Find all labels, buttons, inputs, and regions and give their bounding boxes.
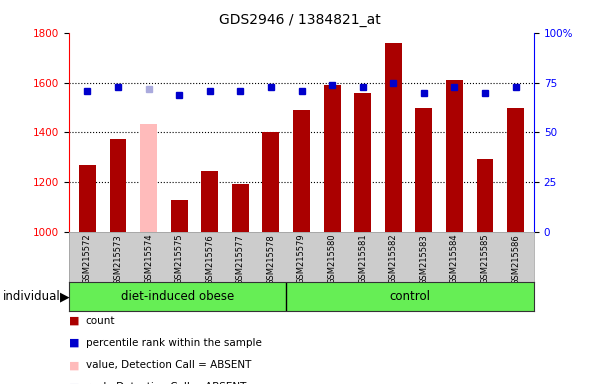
Bar — [171, 200, 188, 232]
Text: GSM215574: GSM215574 — [144, 234, 153, 285]
Bar — [293, 110, 310, 232]
Text: GSM215584: GSM215584 — [450, 234, 459, 285]
Text: GSM215578: GSM215578 — [266, 234, 275, 285]
Text: ▶: ▶ — [60, 290, 70, 303]
Text: count: count — [86, 316, 115, 326]
Text: ■: ■ — [69, 382, 79, 384]
Text: GSM215585: GSM215585 — [481, 234, 490, 285]
Bar — [79, 165, 96, 232]
Text: GSM215579: GSM215579 — [297, 234, 306, 285]
Text: GSM215576: GSM215576 — [205, 234, 214, 285]
Text: GSM215575: GSM215575 — [175, 234, 184, 285]
Text: GSM215582: GSM215582 — [389, 234, 398, 285]
Text: GDS2946 / 1384821_at: GDS2946 / 1384821_at — [219, 13, 381, 27]
Bar — [476, 159, 493, 232]
Bar — [354, 93, 371, 232]
Text: diet-induced obese: diet-induced obese — [121, 290, 234, 303]
Text: ■: ■ — [69, 316, 79, 326]
Text: individual: individual — [3, 290, 61, 303]
Text: rank, Detection Call = ABSENT: rank, Detection Call = ABSENT — [86, 382, 246, 384]
Text: GSM215586: GSM215586 — [511, 234, 520, 285]
Text: GSM215583: GSM215583 — [419, 234, 428, 285]
Text: GSM215580: GSM215580 — [328, 234, 337, 285]
Text: value, Detection Call = ABSENT: value, Detection Call = ABSENT — [86, 360, 251, 370]
Bar — [202, 171, 218, 232]
Text: GSM215581: GSM215581 — [358, 234, 367, 285]
Text: GSM215572: GSM215572 — [83, 234, 92, 285]
Bar — [446, 80, 463, 232]
Bar — [507, 108, 524, 232]
Text: control: control — [389, 290, 431, 303]
Bar — [140, 124, 157, 232]
Bar — [110, 139, 127, 232]
Text: GSM215577: GSM215577 — [236, 234, 245, 285]
Bar — [415, 108, 432, 232]
Bar — [232, 184, 249, 232]
Text: ■: ■ — [69, 338, 79, 348]
Bar — [385, 43, 401, 232]
Text: percentile rank within the sample: percentile rank within the sample — [86, 338, 262, 348]
Bar — [323, 85, 341, 232]
Text: GSM215573: GSM215573 — [113, 234, 122, 285]
Bar — [262, 132, 280, 232]
Text: ■: ■ — [69, 360, 79, 370]
